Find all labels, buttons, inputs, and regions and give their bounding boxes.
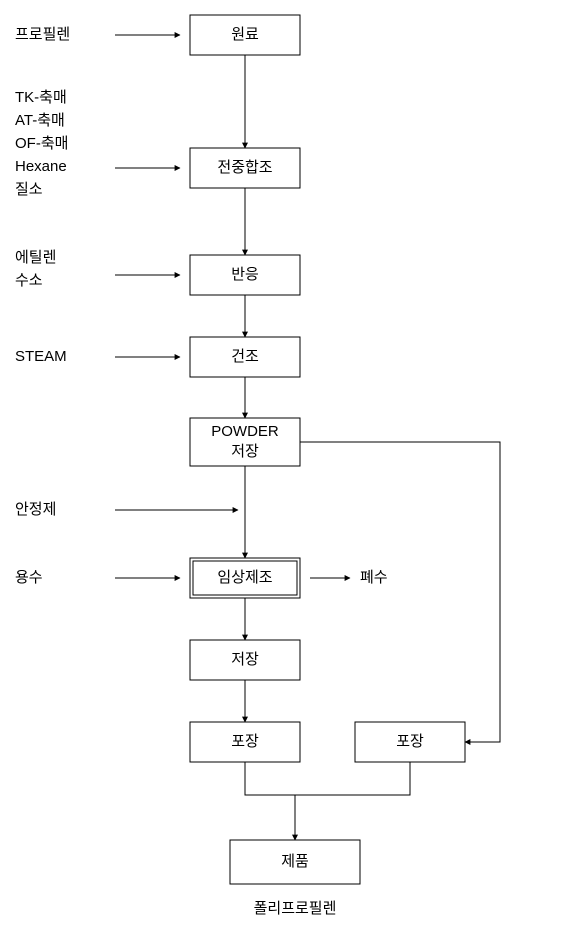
output-label-waste: 폐수 — [360, 569, 388, 586]
merge-from-pack1 — [245, 762, 295, 795]
node-storage: 저장 — [190, 640, 300, 680]
input-label-g4-0: STEAM — [15, 348, 67, 365]
diagram-caption: 폴리프로필렌 — [254, 900, 337, 917]
node-pack1: 포장 — [190, 722, 300, 762]
merge-from-pack2 — [295, 762, 410, 795]
input-label-g6-0: 용수 — [15, 569, 43, 586]
node-label-powder-2: 저장 — [231, 443, 259, 460]
node-reaction: 반응 — [190, 255, 300, 295]
node-label-raw: 원료 — [231, 26, 259, 43]
node-powder: POWDER 저장 — [190, 418, 300, 466]
input-label-g2-0: TK-축매 — [15, 89, 67, 106]
node-raw: 원료 — [190, 15, 300, 55]
input-label-g1-0: 프로필렌 — [15, 26, 70, 43]
node-product: 제품 — [230, 840, 360, 884]
node-label-granulate: 임상제조 — [217, 569, 272, 586]
node-label-powder-1: POWDER — [211, 423, 279, 440]
input-label-g2-1: AT-축매 — [15, 112, 65, 129]
node-label-storage: 저장 — [231, 651, 259, 668]
input-label-g2-4: 질소 — [15, 181, 43, 198]
input-label-g3-1: 수소 — [15, 272, 43, 289]
input-label-g5-0: 안정제 — [15, 501, 56, 518]
node-label-drying: 건조 — [231, 348, 259, 365]
node-label-precompound: 전중합조 — [217, 159, 272, 176]
node-drying: 건조 — [190, 337, 300, 377]
arrow-powder-pack2 — [300, 442, 500, 742]
input-label-g2-3: Hexane — [15, 158, 67, 175]
flowchart-diagram: 원료전중합조반응건조POWDER저장임상제조저장포장포장제품프로필렌TK-축매A… — [0, 0, 587, 928]
node-label-pack1: 포장 — [231, 733, 259, 750]
node-label-product: 제품 — [281, 853, 309, 870]
node-label-reaction: 반응 — [231, 266, 259, 283]
node-label-pack2: 포장 — [396, 733, 424, 750]
node-pack2: 포장 — [355, 722, 465, 762]
input-label-g2-2: OF-축매 — [15, 135, 68, 152]
node-precompound: 전중합조 — [190, 148, 300, 188]
node-granulate: 임상제조 — [190, 558, 300, 598]
input-label-g3-0: 에틸렌 — [15, 249, 56, 266]
